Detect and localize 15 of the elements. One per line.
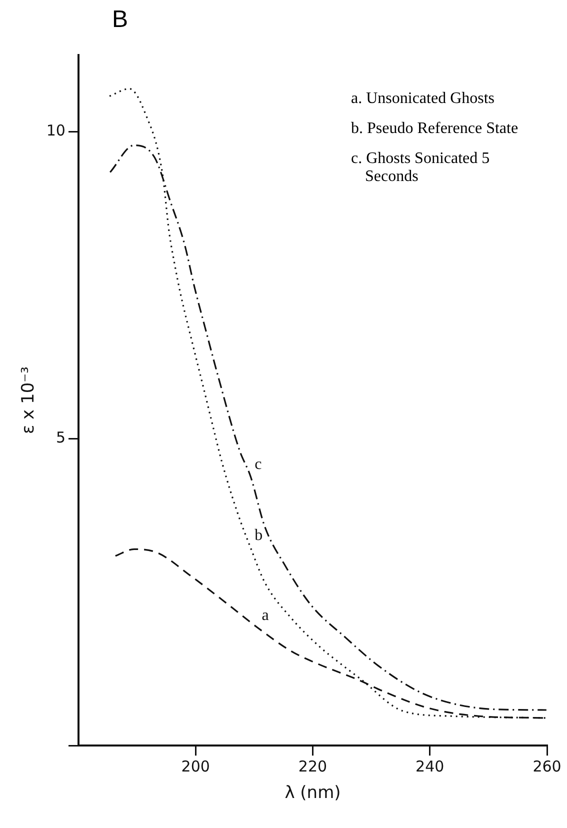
y-tick-label: 5 [56, 428, 66, 447]
y-tick-label: 10 [46, 122, 66, 140]
x-tick-label: 220 [298, 757, 328, 776]
y-axis-title: ε x 10⁻³ [18, 366, 39, 434]
chart-title: B [112, 6, 128, 34]
series-label: b [254, 527, 263, 544]
series-label: a [262, 606, 269, 624]
x-tick-label: 260 [532, 757, 562, 776]
x-tick-label: 240 [416, 757, 444, 776]
annotation: a. Unsonicated Ghosts [350, 90, 496, 108]
series-label: c [254, 456, 262, 473]
x-tick-label: 200 [181, 757, 210, 776]
annotation: b. Pseudo Reference State [350, 120, 520, 138]
x-axis-title: λ (nm) [284, 783, 341, 804]
annotation: c. Ghosts Sonicated 5 Seconds [350, 150, 491, 186]
